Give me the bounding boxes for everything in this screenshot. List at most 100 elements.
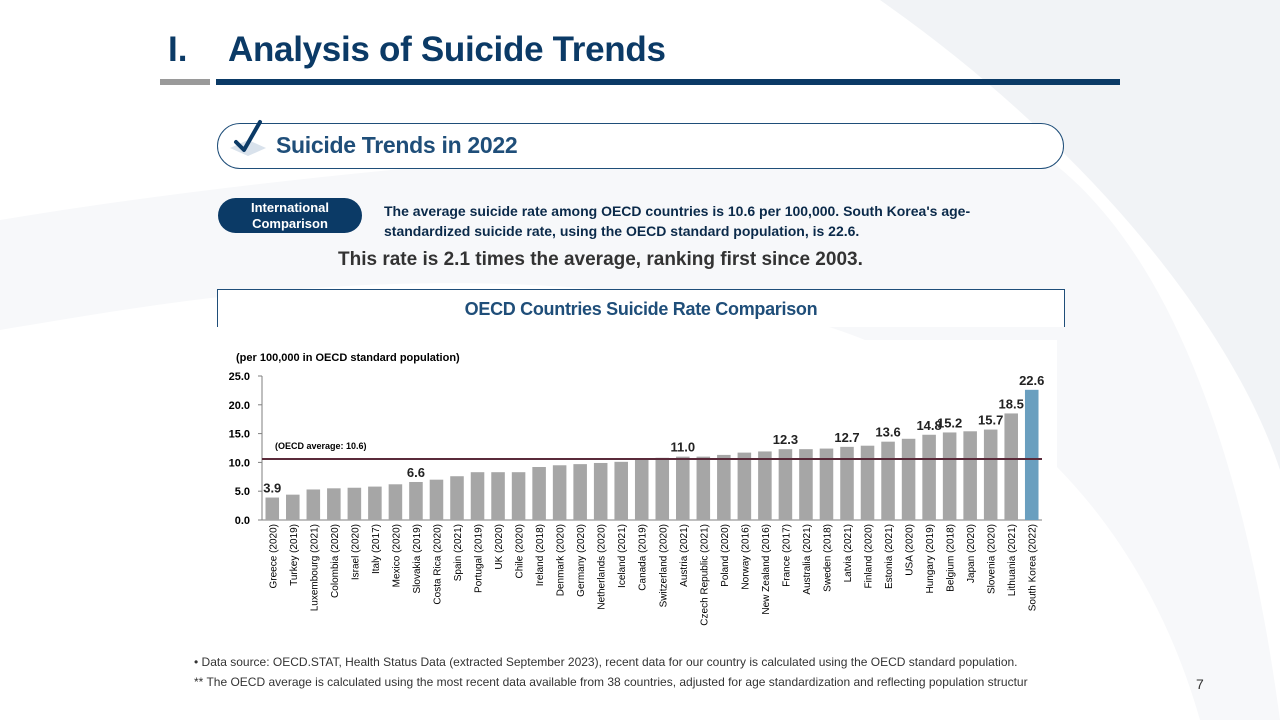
x-tick-label: Canada (2019) bbox=[638, 524, 649, 591]
bar bbox=[737, 452, 752, 520]
data-label: 12.7 bbox=[834, 430, 859, 445]
x-tick-label: Iceland (2021) bbox=[617, 524, 628, 588]
x-tick-label: Lithuania (2021) bbox=[1007, 524, 1018, 596]
x-tick-label: Ireland (2018) bbox=[535, 524, 546, 586]
bar bbox=[717, 454, 731, 520]
bar bbox=[552, 465, 567, 520]
data-label: 6.6 bbox=[407, 465, 425, 480]
data-label: 12.3 bbox=[773, 432, 798, 447]
subheader-pill bbox=[217, 123, 1064, 169]
bar bbox=[901, 438, 916, 520]
x-tick-label: Sweden (2018) bbox=[822, 524, 833, 592]
x-tick-label: Denmark (2020) bbox=[556, 524, 567, 596]
x-tick-label: Colombia (2020) bbox=[330, 524, 341, 598]
x-tick-label: Norway (2016) bbox=[740, 524, 751, 590]
badge-line1: International bbox=[250, 199, 329, 215]
bar bbox=[265, 497, 280, 520]
bar bbox=[327, 488, 341, 520]
x-tick-label: Austria (2021) bbox=[679, 524, 690, 587]
x-tick-label: Japan (2020) bbox=[966, 524, 977, 583]
data-label: 22.6 bbox=[1019, 373, 1044, 388]
x-tick-label: Latvia (2021) bbox=[843, 524, 854, 582]
bar bbox=[368, 486, 382, 520]
x-tick-label: Slovakia (2019) bbox=[412, 524, 423, 593]
bar bbox=[450, 476, 464, 520]
bar-highlighted bbox=[1024, 389, 1039, 520]
international-comparison-badge: International Comparison bbox=[218, 198, 362, 233]
data-label: 11.0 bbox=[670, 440, 695, 455]
bar bbox=[491, 472, 505, 520]
bar bbox=[840, 446, 854, 520]
x-tick-label: Greece (2020) bbox=[268, 524, 279, 588]
data-label: 15.2 bbox=[937, 415, 962, 430]
bar bbox=[942, 432, 957, 520]
y-tick-label: 15.0 bbox=[229, 429, 250, 441]
bar bbox=[511, 472, 526, 520]
x-tick-label: France (2017) bbox=[781, 524, 792, 587]
oecd-average-label: (OECD average: 10.6) bbox=[275, 441, 367, 451]
x-tick-label: UK (2020) bbox=[494, 524, 505, 570]
bar bbox=[634, 458, 649, 520]
bar bbox=[819, 448, 834, 520]
bar bbox=[614, 461, 628, 520]
description-line2: standardized suicide rate, using the OEC… bbox=[384, 223, 860, 239]
page-number: 7 bbox=[1196, 676, 1204, 692]
bar bbox=[286, 494, 300, 520]
x-tick-label: Germany (2020) bbox=[576, 524, 587, 597]
y-tick-label: 25.0 bbox=[229, 371, 250, 383]
data-label: 14.8 bbox=[916, 418, 941, 433]
x-tick-label: Spain (2021) bbox=[453, 524, 464, 581]
bar bbox=[470, 472, 485, 520]
y-tick-label: 5.0 bbox=[235, 486, 250, 498]
x-tick-label: Turkey (2019) bbox=[289, 524, 300, 586]
bar bbox=[409, 481, 423, 520]
bar bbox=[532, 467, 546, 520]
bar-chart: (per 100,000 in OECD standard population… bbox=[222, 340, 1057, 630]
x-tick-label: Czech Republic (2021) bbox=[699, 524, 710, 626]
description-line1: The average suicide rate among OECD coun… bbox=[384, 203, 971, 219]
bar bbox=[1004, 413, 1018, 520]
bar bbox=[347, 487, 362, 520]
y-tick-label: 10.0 bbox=[229, 457, 250, 469]
y-tick-label: 0.0 bbox=[235, 515, 250, 527]
data-label: 3.9 bbox=[263, 481, 281, 496]
x-tick-label: Chile (2020) bbox=[515, 524, 526, 578]
x-tick-label: Netherlands (2020) bbox=[597, 524, 608, 610]
highlight-statement: This rate is 2.1 times the average, rank… bbox=[338, 249, 863, 270]
chart-title: OECD Countries Suicide Rate Comparison bbox=[464, 299, 818, 319]
x-tick-label: Poland (2020) bbox=[720, 524, 731, 587]
footnote-oecd-average: ** The OECD average is calculated using … bbox=[194, 675, 1028, 689]
x-tick-label: Belgium (2018) bbox=[946, 524, 957, 592]
bar bbox=[655, 457, 670, 520]
data-label: 13.6 bbox=[875, 425, 900, 440]
x-tick-label: Finland (2020) bbox=[864, 524, 875, 588]
bar bbox=[676, 456, 690, 520]
x-tick-label: South Korea (2022) bbox=[1028, 524, 1039, 611]
x-tick-label: Slovenia (2020) bbox=[987, 524, 998, 594]
bar bbox=[593, 462, 608, 520]
subheader-title: Suicide Trends in 2022 bbox=[276, 132, 518, 158]
description-text: The average suicide rate among OECD coun… bbox=[384, 201, 1084, 241]
chart-title-frame bbox=[217, 289, 1065, 327]
x-tick-label: Israel (2020) bbox=[350, 524, 361, 580]
x-tick-label: Switzerland (2020) bbox=[658, 524, 669, 607]
bar bbox=[799, 449, 813, 520]
x-tick-label: Australia (2021) bbox=[802, 524, 813, 595]
x-tick-label: Luxembourg (2021) bbox=[309, 524, 320, 611]
data-label: 18.5 bbox=[999, 396, 1024, 411]
bar bbox=[860, 445, 875, 520]
bar bbox=[983, 429, 998, 520]
x-tick-label: Italy (2017) bbox=[371, 524, 382, 574]
x-tick-label: New Zealand (2016) bbox=[761, 524, 772, 615]
bar bbox=[429, 479, 444, 520]
title-rule-navy bbox=[216, 79, 1120, 85]
bar bbox=[573, 464, 587, 520]
data-label: 15.7 bbox=[978, 413, 1003, 428]
bar bbox=[881, 441, 895, 520]
section-number: I. bbox=[168, 30, 188, 69]
bar bbox=[758, 451, 772, 520]
title-rule-gray bbox=[160, 79, 210, 85]
bar bbox=[388, 484, 403, 520]
y-tick-label: 20.0 bbox=[229, 400, 250, 412]
